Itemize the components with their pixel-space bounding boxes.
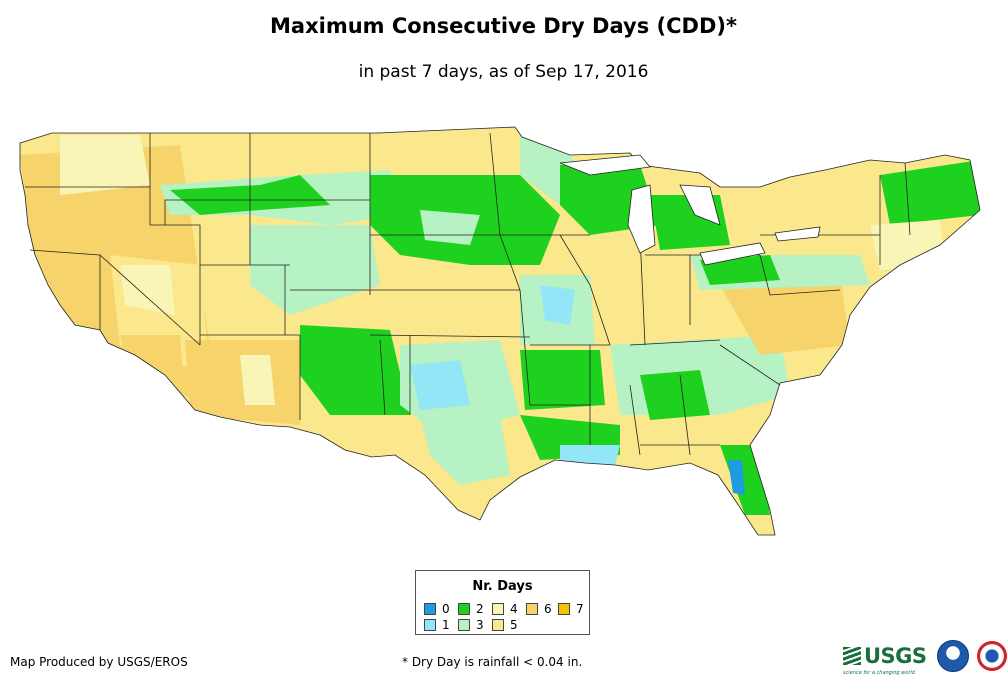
precip-raster <box>20 127 980 535</box>
map-subtitle: in past 7 days, as of Sep 17, 2016 <box>358 62 649 82</box>
footnote-text: * Dry Day is rainfall < 0.04 in. <box>402 655 583 669</box>
legend-item-7: 7 <box>558 602 584 616</box>
legend-title: Nr. Days <box>472 579 533 594</box>
noaa-logo-icon <box>936 640 969 672</box>
credit-text: Map Produced by USGS/EROS <box>10 655 188 669</box>
great-lakes <box>559 154 821 266</box>
legend-swatch <box>424 619 436 631</box>
legend-swatch <box>526 603 538 615</box>
legend-item-1: 1 <box>424 618 450 632</box>
legend-swatch <box>458 619 470 631</box>
legend-item-3: 3 <box>458 618 484 632</box>
legend-item-2: 2 <box>458 602 484 616</box>
legend-swatch <box>458 603 470 615</box>
legend-item-5: 5 <box>492 618 518 632</box>
logo-group: USGS science for a changing world <box>843 636 1007 676</box>
legend-item-4: 4 <box>492 602 518 616</box>
usgs-wave-icon <box>843 647 861 665</box>
nws-logo-icon <box>976 641 1007 671</box>
legend-swatch <box>492 619 504 631</box>
legend-swatch <box>558 603 570 615</box>
legend-item-0: 0 <box>424 602 450 616</box>
legend-swatch <box>492 603 504 615</box>
cdd-map <box>19 126 981 536</box>
legend-swatch <box>424 603 436 615</box>
legend-item-6: 6 <box>526 602 552 616</box>
map-title: Maximum Consecutive Dry Days (CDD)* <box>270 14 737 38</box>
legend: Nr. Days 0 1 2 3 4 5 6 7 <box>415 570 590 635</box>
usgs-logo: USGS science for a changing world <box>843 644 927 676</box>
state-boundaries <box>19 126 981 536</box>
